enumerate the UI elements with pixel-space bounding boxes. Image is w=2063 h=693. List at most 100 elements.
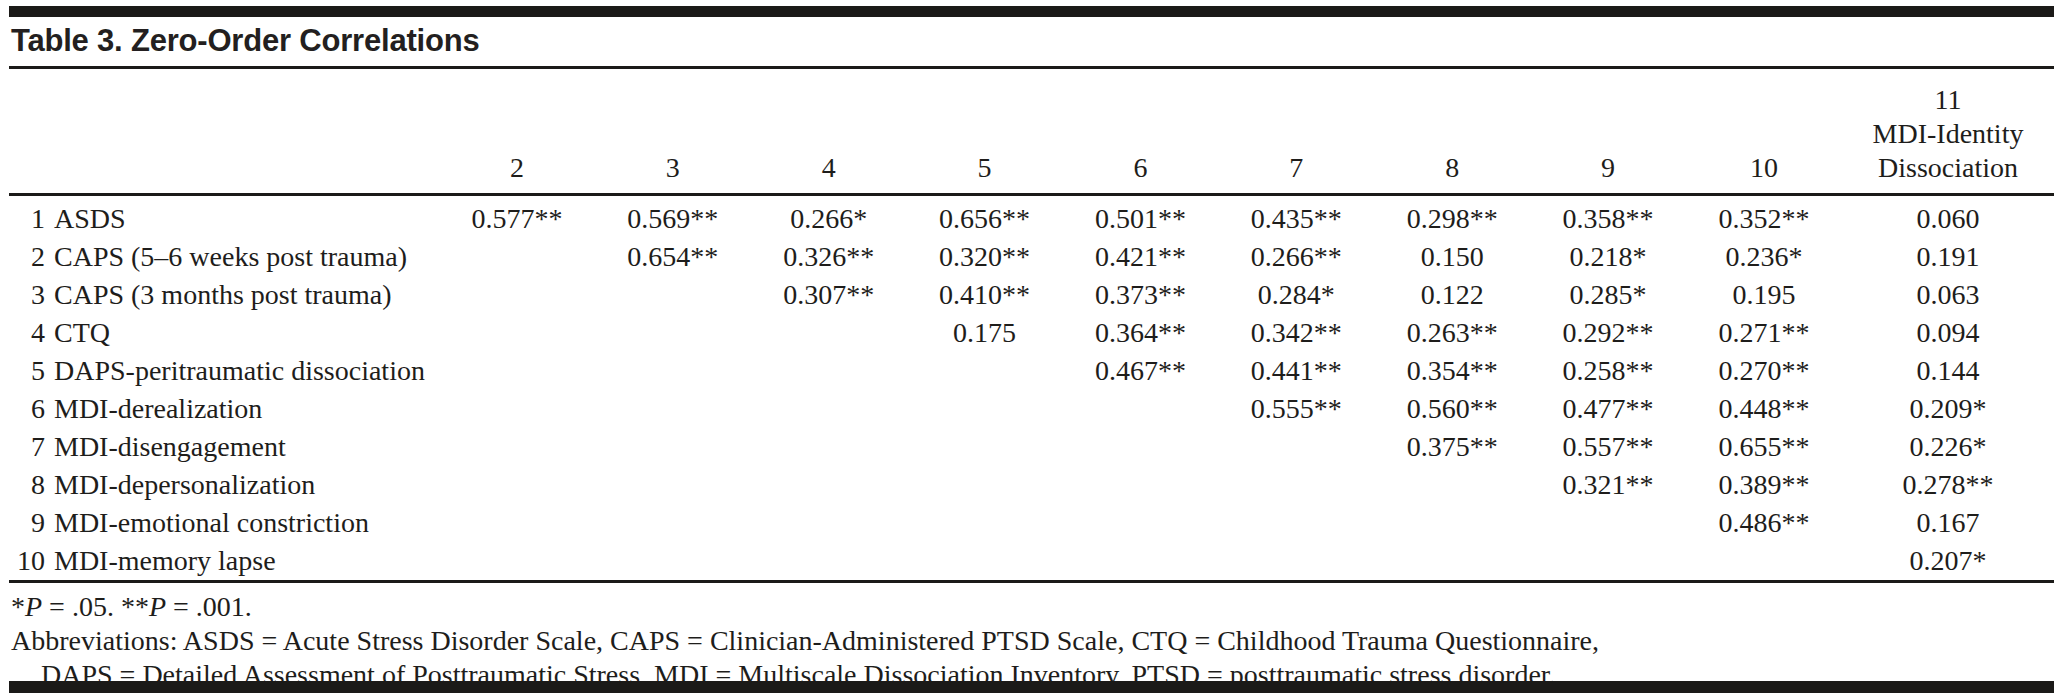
row-label: 7MDI-disengagement (9, 428, 439, 466)
correlation-cell: 0.358** (1530, 195, 1686, 239)
row-number: 5 (9, 355, 45, 387)
row-label: 8MDI-depersonalization (9, 466, 439, 504)
row-label-text: CTQ (54, 317, 110, 348)
correlation-cell: 0.285* (1530, 276, 1686, 314)
row-label-text: MDI-depersonalization (54, 469, 315, 500)
correlation-cell: 0.209* (1842, 390, 2054, 428)
row-label: 1ASDS (9, 195, 439, 239)
correlation-cell: 0.144 (1842, 352, 2054, 390)
correlation-cell: 0.266* (751, 195, 907, 239)
correlation-cell: 0.207* (1842, 542, 2054, 582)
correlation-cell (1374, 542, 1530, 582)
correlation-cell: 0.501** (1063, 195, 1219, 239)
correlation-cell: 0.167 (1842, 504, 2054, 542)
correlation-cell: 0.448** (1686, 390, 1842, 428)
top-rule-thick (9, 6, 2054, 17)
correlation-cell (751, 390, 907, 428)
correlation-cell (595, 428, 751, 466)
correlation-cell: 0.435** (1218, 195, 1374, 239)
table-title: Table 3. Zero-Order Correlations (9, 17, 2054, 66)
correlation-cell (595, 504, 751, 542)
row-number: 3 (9, 279, 45, 311)
sig-star-1: * (11, 591, 25, 622)
correlation-cell (751, 542, 907, 582)
correlation-cell (1374, 504, 1530, 542)
correlation-cell (595, 466, 751, 504)
table-row: 2CAPS (5–6 weeks post trauma)0.654**0.32… (9, 238, 2054, 276)
correlation-cell: 0.271** (1686, 314, 1842, 352)
row-number: 7 (9, 431, 45, 463)
correlation-cell: 0.477** (1530, 390, 1686, 428)
correlation-cell: 0.373** (1063, 276, 1219, 314)
column-header: 4 (751, 69, 907, 195)
column-header: 7 (1218, 69, 1374, 195)
correlation-cell (439, 542, 595, 582)
correlation-cell (751, 428, 907, 466)
correlation-cell (1218, 504, 1374, 542)
correlation-cell (1374, 466, 1530, 504)
correlation-cell (1063, 390, 1219, 428)
row-number: 2 (9, 241, 45, 273)
table-body: 1ASDS0.577**0.569**0.266*0.656**0.501**0… (9, 195, 2054, 582)
sig-star-2: ** (121, 591, 149, 622)
row-label-text: MDI-emotional constriction (54, 507, 369, 538)
correlation-cell (439, 428, 595, 466)
table-row: 6MDI-derealization0.555**0.560**0.477**0… (9, 390, 2054, 428)
correlation-cell: 0.175 (907, 314, 1063, 352)
correlation-cell (1063, 542, 1219, 582)
table-row: 4CTQ0.1750.364**0.342**0.263**0.292**0.2… (9, 314, 2054, 352)
row-label-text: CAPS (3 months post trauma) (54, 279, 392, 310)
correlation-cell: 0.655** (1686, 428, 1842, 466)
correlation-cell (907, 504, 1063, 542)
row-label: 3 CAPS (3 months post trauma) (9, 276, 439, 314)
correlation-cell (595, 276, 751, 314)
row-label-column-header (9, 69, 439, 195)
correlation-cell (1218, 466, 1374, 504)
correlation-cell: 0.094 (1842, 314, 2054, 352)
correlation-cell: 0.320** (907, 238, 1063, 276)
correlation-cell (907, 428, 1063, 466)
correlation-cell: 0.060 (1842, 195, 2054, 239)
correlation-cell (751, 314, 907, 352)
correlation-cell: 0.226* (1842, 428, 2054, 466)
last-column-header: 11MDI-IdentityDissociation (1842, 69, 2054, 195)
column-header: 6 (1063, 69, 1219, 195)
correlation-cell (751, 504, 907, 542)
correlation-cell (907, 390, 1063, 428)
correlation-cell (1218, 428, 1374, 466)
column-header: 10 (1686, 69, 1842, 195)
table-header: 234567891011MDI-IdentityDissociation (9, 69, 2054, 195)
correlation-cell (439, 504, 595, 542)
row-label-text: DAPS-peritraumatic dissociation (54, 355, 425, 386)
correlation-cell (1063, 504, 1219, 542)
column-header: 8 (1374, 69, 1530, 195)
row-label-text: CAPS (5–6 weeks post trauma) (54, 241, 407, 272)
last-column-header-line: MDI-Identity (1842, 117, 2054, 151)
correlation-cell: 0.150 (1374, 238, 1530, 276)
p-symbol-1: P (25, 591, 42, 622)
correlation-cell (1530, 542, 1686, 582)
correlation-cell (751, 466, 907, 504)
correlation-cell: 0.555** (1218, 390, 1374, 428)
sig-value-2: = .001. (166, 591, 252, 622)
correlation-cell: 0.569** (595, 195, 751, 239)
correlation-cell: 0.467** (1063, 352, 1219, 390)
correlation-cell: 0.352** (1686, 195, 1842, 239)
correlation-cell: 0.326** (751, 238, 907, 276)
correlation-cell: 0.342** (1218, 314, 1374, 352)
correlation-cell: 0.236* (1686, 238, 1842, 276)
paper-table-figure: Table 3. Zero-Order Correlations 2345678… (0, 0, 2063, 693)
correlation-cell (907, 352, 1063, 390)
correlation-cell: 0.557** (1530, 428, 1686, 466)
correlation-cell: 0.307** (751, 276, 907, 314)
correlation-cell (751, 352, 907, 390)
correlation-cell: 0.278** (1842, 466, 2054, 504)
correlation-cell: 0.266** (1218, 238, 1374, 276)
correlation-cell (1218, 542, 1374, 582)
correlation-cell: 0.486** (1686, 504, 1842, 542)
correlation-cell: 0.656** (907, 195, 1063, 239)
row-number: 4 (9, 317, 45, 349)
correlation-cell: 0.258** (1530, 352, 1686, 390)
correlation-cell (595, 542, 751, 582)
correlation-cell: 0.270** (1686, 352, 1842, 390)
